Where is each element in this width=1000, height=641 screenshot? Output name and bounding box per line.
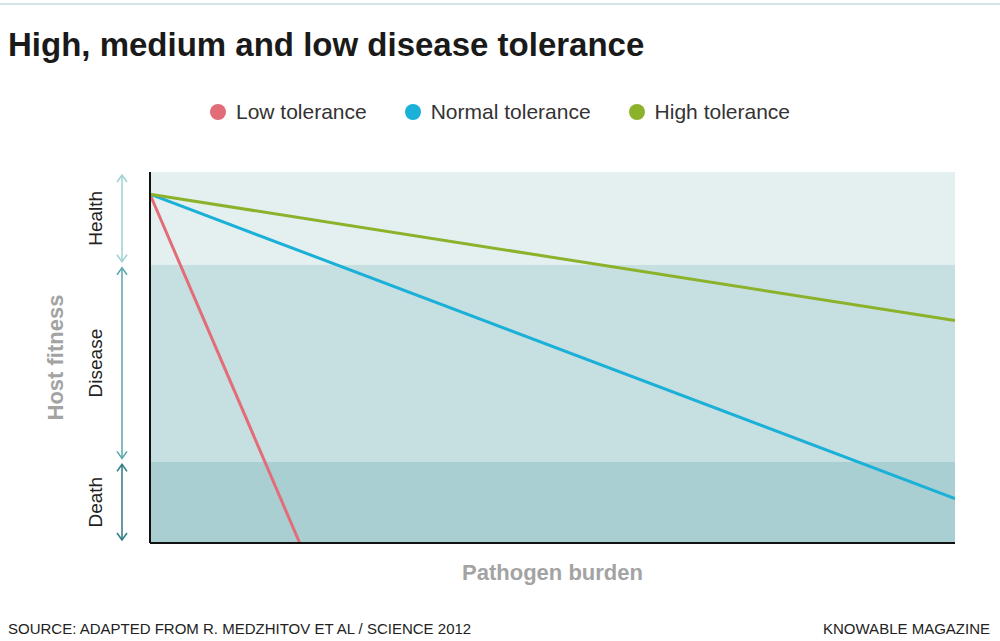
svg-text:Disease: Disease <box>85 329 106 398</box>
svg-text:Host fitness: Host fitness <box>43 295 68 421</box>
svg-text:Death: Death <box>85 477 106 528</box>
html-text:High tolerance: High tolerance <box>654 100 790 123</box>
html-text:Low tolerance: Low tolerance <box>236 100 367 123</box>
html-text:KNOWABLE MAGAZINE: KNOWABLE MAGAZINE <box>823 620 990 637</box>
html-text:High, medium and low disease t: High, medium and low disease tolerance <box>8 26 645 63</box>
svg-text:Health: Health <box>85 191 106 246</box>
html-text:Normal tolerance: Normal tolerance <box>430 100 591 123</box>
svg-text:Pathogen burden: Pathogen burden <box>462 560 643 585</box>
html-text:SOURCE: ADAPTED FROM R. MEDZHI: SOURCE: ADAPTED FROM R. MEDZHITOV ET AL … <box>8 620 472 637</box>
